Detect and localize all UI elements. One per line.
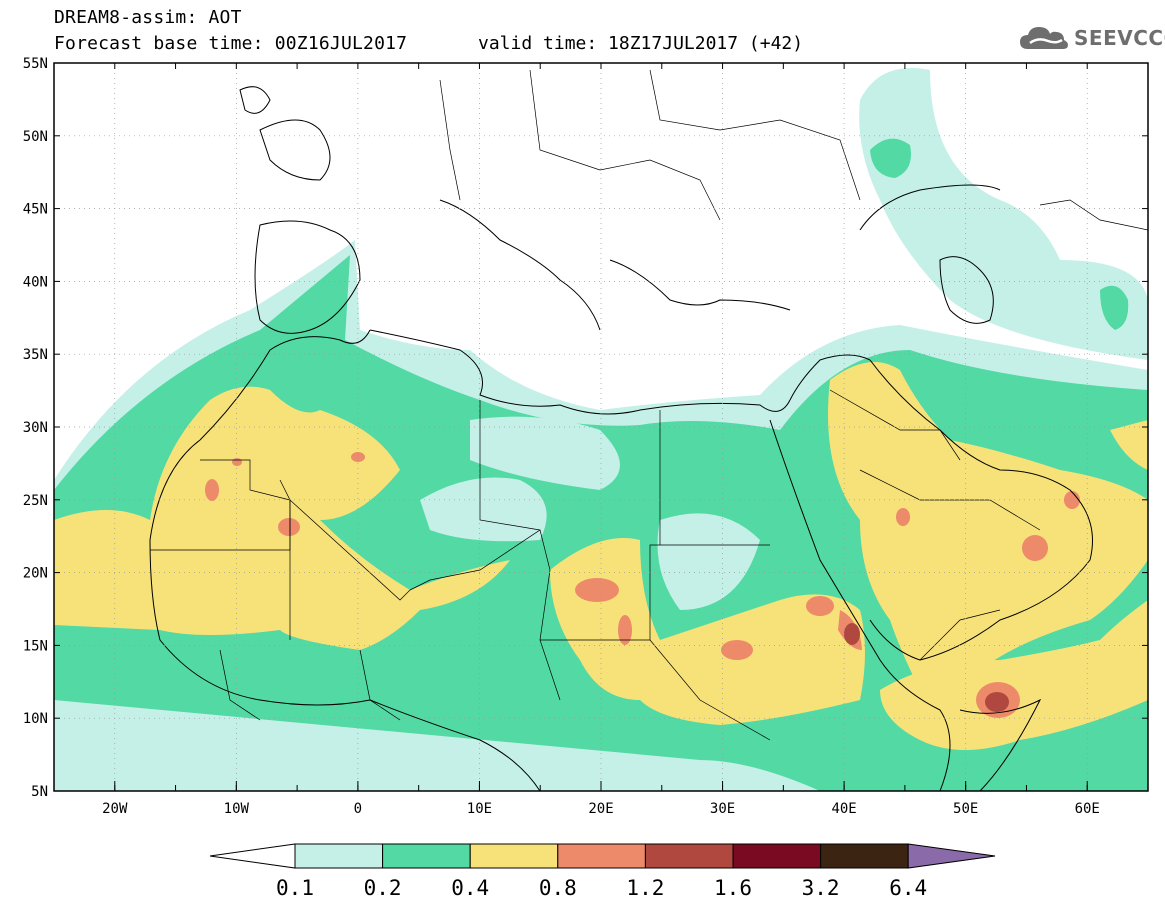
colorbar-bin (469, 843, 559, 869)
colorbar-bin (644, 843, 734, 869)
lon-label: 10W (224, 801, 250, 817)
valid-time: valid time: 18Z17JUL2017 (+42) (478, 33, 804, 54)
colorbar-level-label: 3.2 (802, 876, 840, 900)
lon-label: 10E (467, 801, 492, 817)
coastlines (149, 86, 1093, 791)
colorbar-bin (732, 843, 822, 869)
lat-label: 55N (23, 56, 48, 72)
colorbar-labels: 0.1 0.2 0.4 0.8 1.2 1.6 3.2 6.4 (276, 876, 927, 900)
colorbar-bin (382, 843, 471, 869)
latitude-labels: 55N 50N 45N 40N 35N 30N 25N 20N 15N 10N 5N (23, 56, 48, 800)
lat-label: 35N (23, 347, 48, 363)
lat-label: 20N (23, 566, 48, 582)
lat-label: 15N (23, 638, 48, 654)
colorbar-bin (820, 843, 909, 869)
colorbar-level-label: 0.2 (364, 876, 402, 900)
colorbar-underflow (209, 843, 296, 869)
lon-label: 40E (831, 801, 856, 817)
lat-label: 40N (23, 274, 48, 290)
lon-label: 30E (710, 801, 735, 817)
colorbar-bin (557, 843, 646, 869)
seevccc-logo: SEEVCCC (1018, 22, 1165, 54)
colorbar-level-label: 6.4 (889, 876, 927, 900)
colorbar (209, 843, 996, 869)
colorbar-level-label: 0.8 (539, 876, 577, 900)
lat-label: 45N (23, 202, 48, 218)
cloud-icon (1020, 27, 1068, 49)
colorbar-bin (294, 843, 384, 869)
lon-label: 50E (953, 801, 978, 817)
chart-title: DREAM8-assim: AOT (54, 7, 242, 28)
aot-field (54, 63, 1148, 791)
lat-label: 50N (23, 129, 48, 145)
colorbar-level-label: 0.1 (276, 876, 314, 900)
lon-label: 20E (588, 801, 613, 817)
lat-label: 25N (23, 493, 48, 509)
lat-label: 10N (23, 711, 48, 727)
longitude-labels: 20W 10W 0 10E 20E 30E 40E 50E 60E (102, 801, 1100, 817)
colorbar-overflow (907, 843, 996, 869)
forecast-base-time: Forecast base time: 00Z16JUL2017 (54, 33, 408, 54)
lon-label: 60E (1075, 801, 1100, 817)
lon-label: 0 (354, 801, 362, 817)
axis-ticks (53, 62, 1149, 792)
logo-text: SEEVCCC (1074, 26, 1165, 50)
colorbar-level-label: 0.4 (451, 876, 489, 900)
lon-label: 20W (102, 801, 128, 817)
lat-label: 30N (23, 420, 48, 436)
colorbar-level-label: 1.2 (626, 876, 664, 900)
lat-label: 5N (31, 784, 48, 800)
colorbar-level-label: 1.6 (714, 876, 752, 900)
